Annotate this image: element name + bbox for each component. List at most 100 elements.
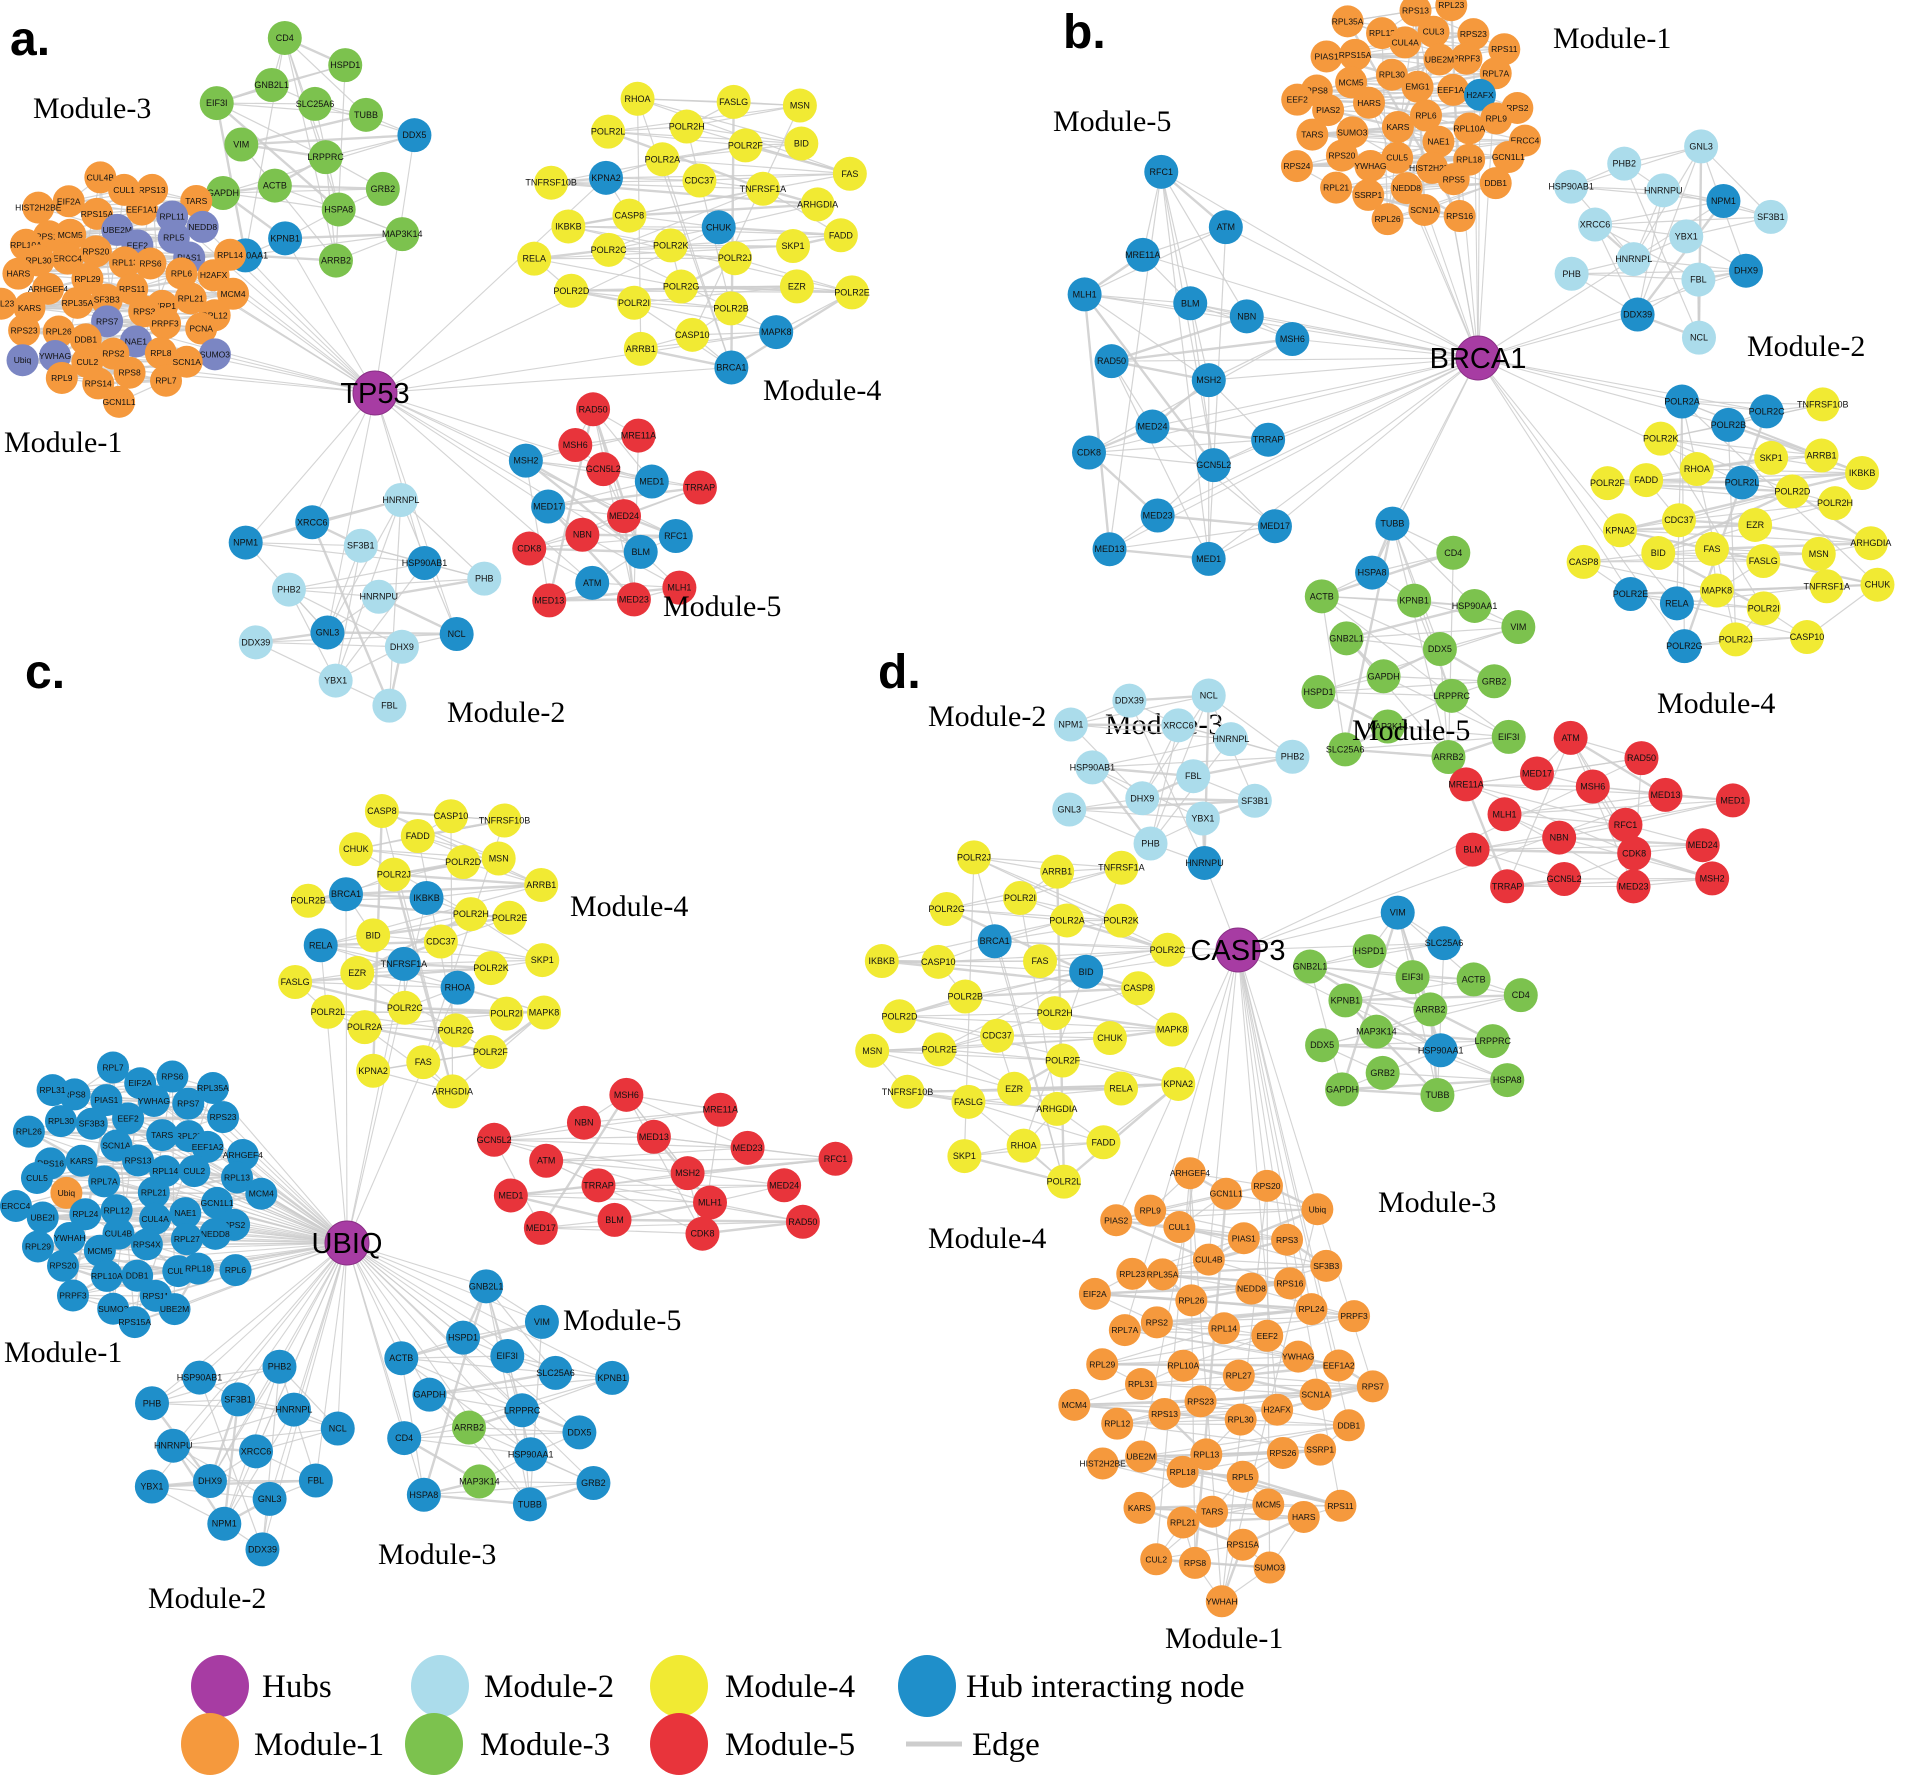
node-GCN5L2[interactable]: GCN5L2: [586, 452, 621, 487]
node-MRE11A[interactable]: MRE11A: [621, 418, 656, 453]
node-RPL6[interactable]: RPL6: [165, 257, 198, 290]
node-RPS26[interactable]: RPS26: [1266, 1436, 1299, 1469]
node-RPS23[interactable]: RPS23: [207, 1101, 240, 1134]
node-IKBKB[interactable]: IKBKB: [1845, 455, 1880, 490]
node-POLR2C[interactable]: POLR2C: [1150, 932, 1187, 967]
node-TNFRSF1A[interactable]: TNFRSF1A: [1803, 569, 1850, 604]
node-NPM1[interactable]: NPM1: [207, 1506, 242, 1541]
node-VIM[interactable]: VIM: [1380, 895, 1415, 930]
node-YBX1[interactable]: YBX1: [1669, 219, 1704, 254]
node-FADD[interactable]: FADD: [823, 218, 858, 253]
node-RPL35A[interactable]: RPL35A: [1331, 5, 1364, 38]
node-GRB2[interactable]: GRB2: [1477, 664, 1512, 699]
node-RPS20[interactable]: RPS20: [1325, 139, 1358, 172]
node-CHUK[interactable]: CHUK: [1860, 567, 1895, 602]
node-RPL7[interactable]: RPL7: [97, 1051, 130, 1084]
node-POLR2A[interactable]: POLR2A: [347, 1010, 383, 1045]
node-RPL9[interactable]: RPL9: [1480, 102, 1513, 135]
node-PRPF3[interactable]: PRPF3: [56, 1279, 89, 1312]
node-RPL31[interactable]: RPL31: [36, 1074, 69, 1107]
node-FBL[interactable]: FBL: [1176, 759, 1211, 794]
node-CDC37[interactable]: CDC37: [1661, 503, 1696, 538]
node-CASP8[interactable]: CASP8: [1121, 971, 1156, 1006]
node-RPL21[interactable]: RPL21: [174, 282, 207, 315]
node-RAD50[interactable]: RAD50: [576, 392, 611, 427]
node-MAPK8[interactable]: MAPK8: [1155, 1012, 1190, 1047]
node-RPL24[interactable]: RPL24: [1295, 1293, 1328, 1326]
node-CASP10[interactable]: CASP10: [434, 799, 469, 834]
node-CD4[interactable]: CD4: [1436, 535, 1471, 570]
node-CUL4B[interactable]: CUL4B: [1192, 1243, 1225, 1276]
node-POLR2G[interactable]: POLR2G: [438, 1013, 475, 1048]
node-MAP3K14[interactable]: MAP3K14: [1367, 709, 1408, 744]
hub-node-UBIQ[interactable]: UBIQ: [312, 1220, 383, 1266]
node-FAS[interactable]: FAS: [406, 1045, 441, 1080]
node-EEF2[interactable]: EEF2: [112, 1102, 145, 1135]
node-RPS20[interactable]: RPS20: [79, 235, 112, 268]
node-MSN[interactable]: MSN: [782, 88, 817, 123]
node-RPL30[interactable]: RPL30: [1224, 1403, 1257, 1436]
node-NEDD8[interactable]: NEDD8: [1390, 172, 1423, 205]
node-SCN1A[interactable]: SCN1A: [170, 345, 203, 378]
node-CUL2[interactable]: CUL2: [1140, 1543, 1173, 1576]
node-DDX39[interactable]: DDX39: [1620, 297, 1655, 332]
node-KPNA2[interactable]: KPNA2: [356, 1053, 391, 1088]
node-POLR2F[interactable]: POLR2F: [1045, 1043, 1081, 1078]
node-MCM4[interactable]: MCM4: [217, 277, 250, 310]
node-CHUK[interactable]: CHUK: [338, 832, 373, 867]
node-DHX9[interactable]: DHX9: [1125, 781, 1160, 816]
node-POLR2J[interactable]: POLR2J: [1719, 622, 1753, 657]
node-ERCC4[interactable]: ERCC4: [51, 242, 84, 275]
node-HSPD1[interactable]: HSPD1: [1352, 934, 1387, 969]
node-CUL3[interactable]: CUL3: [1417, 15, 1450, 48]
node-ACTB[interactable]: ACTB: [384, 1341, 419, 1376]
node-POLR2H[interactable]: POLR2H: [1817, 486, 1853, 521]
node-DDX39[interactable]: DDX39: [245, 1532, 280, 1567]
node-DDX5[interactable]: DDX5: [562, 1415, 597, 1450]
node-HSPD1[interactable]: HSPD1: [1301, 675, 1336, 710]
node-RPL14[interactable]: RPL14: [1208, 1312, 1241, 1345]
node-YBX1[interactable]: YBX1: [134, 1469, 169, 1504]
node-RPS24[interactable]: RPS24: [1280, 150, 1313, 183]
node-FASLG[interactable]: FASLG: [716, 84, 751, 119]
node-SCN1A[interactable]: SCN1A: [1299, 1378, 1332, 1411]
node-DHX9[interactable]: DHX9: [384, 629, 419, 664]
node-HSP90AB1[interactable]: HSP90AB1: [402, 546, 448, 581]
node-MLH1[interactable]: MLH1: [1487, 797, 1522, 832]
node-POLR2I[interactable]: POLR2I: [1003, 880, 1038, 915]
node-MRE11A[interactable]: MRE11A: [1125, 237, 1160, 272]
node-GNB2L1[interactable]: GNB2L1: [1329, 621, 1364, 656]
node-DDX39[interactable]: DDX39: [1112, 683, 1147, 718]
node-RPL10A[interactable]: RPL10A: [1453, 112, 1486, 145]
node-SF3B3[interactable]: SF3B3: [1310, 1249, 1343, 1282]
node-TARS[interactable]: TARS: [180, 184, 213, 217]
node-DDB1[interactable]: DDB1: [1479, 167, 1512, 200]
node-PHB2[interactable]: PHB2: [262, 1349, 297, 1384]
node-ARRB2[interactable]: ARRB2: [1431, 740, 1466, 775]
node-RPS13[interactable]: RPS13: [122, 1144, 155, 1177]
node-CUL5[interactable]: CUL5: [1381, 141, 1414, 174]
node-RPL10A[interactable]: RPL10A: [1167, 1349, 1200, 1382]
node-MED23[interactable]: MED23: [730, 1130, 765, 1165]
node-PIAS1[interactable]: PIAS1: [90, 1084, 123, 1117]
node-DHX9[interactable]: DHX9: [192, 1463, 227, 1498]
node-FBL[interactable]: FBL: [1681, 262, 1716, 297]
node-RPL10A[interactable]: RPL10A: [90, 1259, 123, 1292]
node-RFC1[interactable]: RFC1: [818, 1141, 853, 1176]
node-TNFRSF10B[interactable]: TNFRSF10B: [882, 1074, 934, 1109]
node-CASP8[interactable]: CASP8: [364, 794, 399, 829]
node-KPNB1[interactable]: KPNB1: [1397, 583, 1432, 618]
node-SLC25A6[interactable]: SLC25A6: [1425, 926, 1464, 961]
node-RPS11[interactable]: RPS11: [1488, 33, 1521, 66]
node-ARRB1[interactable]: ARRB1: [1040, 854, 1075, 889]
node-NCL[interactable]: NCL: [1191, 678, 1226, 713]
node-MED23[interactable]: MED23: [1616, 869, 1651, 904]
node-TARS[interactable]: TARS: [146, 1119, 179, 1152]
node-DDX5[interactable]: DDX5: [1305, 1028, 1340, 1063]
node-ACTB[interactable]: ACTB: [1304, 579, 1339, 614]
node-MSH2[interactable]: MSH2: [670, 1156, 705, 1191]
node-RPL9[interactable]: RPL9: [45, 361, 78, 394]
node-BID[interactable]: BID: [784, 126, 819, 161]
node-POLR2B[interactable]: POLR2B: [713, 291, 749, 326]
node-RFC1[interactable]: RFC1: [658, 519, 693, 554]
